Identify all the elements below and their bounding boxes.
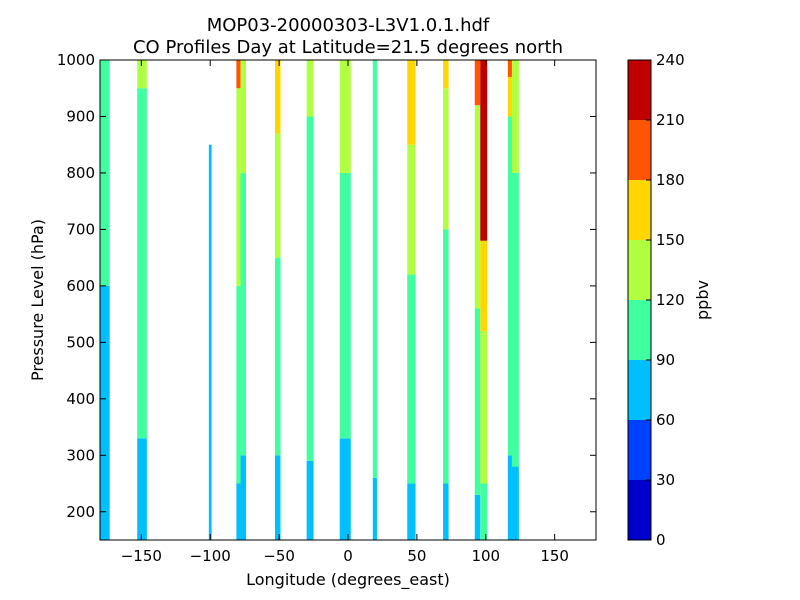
data-cell-11-1 <box>474 308 481 495</box>
colorbar-tick-label: 30 <box>656 471 675 489</box>
colorbar-swatch-3 <box>628 300 651 360</box>
x-tick-label: −50 <box>263 547 295 565</box>
data-cell-1-0 <box>137 438 147 540</box>
data-cell-7-0 <box>339 438 351 540</box>
data-cell-8-0 <box>372 477 377 540</box>
plot-frame <box>99 59 597 541</box>
data-cell-6-1 <box>306 116 314 461</box>
colorbar-swatch-4 <box>628 240 651 300</box>
y-tick-label: 200 <box>66 503 95 521</box>
colorbar-tick-label: 150 <box>656 231 685 249</box>
colorbar-swatch-0 <box>628 480 651 540</box>
data-cell-3-1 <box>236 285 241 484</box>
data-cell-13-3 <box>507 60 512 77</box>
data-cell-14-1 <box>511 172 519 467</box>
data-cell-12-2 <box>480 240 488 332</box>
data-cell-13-1 <box>507 116 512 456</box>
y-tick-label: 700 <box>66 220 95 238</box>
data-cell-0-0 <box>100 285 110 540</box>
colorbar-tick-label: 90 <box>656 351 675 369</box>
colorbar-tick-label: 210 <box>656 111 685 129</box>
data-cell-12-1 <box>480 331 488 484</box>
data-cell-9-3 <box>407 60 416 145</box>
data-cell-6-2 <box>306 60 314 117</box>
colorbar-swatch-5 <box>628 180 651 240</box>
y-tick-label: 600 <box>66 277 95 295</box>
data-cell-7-2 <box>339 60 351 173</box>
data-cell-5-3 <box>274 60 281 134</box>
data-cell-11-0 <box>474 494 481 540</box>
data-cell-10-2 <box>443 88 449 230</box>
y-axis-ticks: 200 300 400 500 600 700 800 900 1000 <box>57 51 596 521</box>
data-cell-5-0 <box>274 455 281 540</box>
data-cell-10-0 <box>443 483 449 540</box>
y-tick-label: 300 <box>66 446 95 464</box>
colorbar-tick-label: 120 <box>656 291 685 309</box>
colorbar-tick-label: 180 <box>656 171 685 189</box>
data-cell-10-3 <box>443 60 449 89</box>
y-tick-label: 400 <box>66 390 95 408</box>
colorbar-tick-label: 0 <box>656 531 666 549</box>
data-cell-11-3 <box>474 60 481 106</box>
data-cell-4-2 <box>240 60 247 173</box>
plot-area <box>100 60 519 541</box>
y-tick-label: 900 <box>66 107 95 125</box>
data-cell-1-2 <box>137 60 147 89</box>
x-tick-label: 50 <box>407 547 426 565</box>
data-cell-13-2 <box>507 76 512 117</box>
data-cell-6-0 <box>306 460 314 540</box>
data-cell-10-1 <box>443 229 449 484</box>
colorbar-tick-label: 60 <box>656 411 675 429</box>
chart-subtitle: CO Profiles Day at Latitude=21.5 degrees… <box>133 37 563 58</box>
data-cell-13-0 <box>507 455 512 540</box>
data-cell-12-3 <box>480 60 488 241</box>
data-cell-14-0 <box>511 466 519 540</box>
colorbar-label: ppbv <box>693 280 712 320</box>
x-axis-ticks: −150 −100 −50 0 50 100 150 <box>121 60 569 565</box>
y-tick-label: 800 <box>66 164 95 182</box>
data-cell-5-2 <box>274 133 281 258</box>
x-tick-label: −100 <box>190 547 231 565</box>
colorbar-tick-label: 240 <box>656 51 685 69</box>
x-axis-label: Longitude (degrees_east) <box>246 570 450 590</box>
x-tick-label: −150 <box>121 547 162 565</box>
data-cell-2-0 <box>208 144 212 541</box>
data-cell-4-0 <box>240 455 247 540</box>
colorbar-swatch-6 <box>628 120 651 180</box>
chart-title: MOP03-20000303-L3V1.0.1.hdf <box>207 15 490 36</box>
data-cell-4-1 <box>240 172 247 456</box>
data-cell-3-0 <box>236 483 241 540</box>
y-axis-label: Pressure Level (hPa) <box>28 219 47 381</box>
data-cell-7-1 <box>339 172 351 439</box>
colorbar-swatch-2 <box>628 360 651 420</box>
x-tick-label: 150 <box>540 547 569 565</box>
colorbar-swatch-7 <box>628 60 651 120</box>
data-cell-5-1 <box>274 257 281 456</box>
data-cell-3-3 <box>236 60 241 89</box>
x-tick-label: 0 <box>343 547 353 565</box>
data-cell-9-0 <box>407 483 416 540</box>
colorbar-swatch-1 <box>628 420 651 480</box>
data-cell-12-0 <box>480 483 488 540</box>
x-tick-label: 100 <box>471 547 500 565</box>
y-tick-label: 1000 <box>57 51 95 69</box>
data-cell-9-2 <box>407 144 416 275</box>
colorbar: 0 30 60 90 120 150 180 210 240 <box>627 51 685 549</box>
data-cell-11-2 <box>474 105 481 309</box>
data-cell-8-1 <box>372 60 377 478</box>
y-tick-label: 500 <box>66 333 95 351</box>
data-cell-9-1 <box>407 274 416 484</box>
data-cell-1-1 <box>137 88 147 439</box>
data-cell-14-2 <box>511 60 519 173</box>
data-cell-3-2 <box>236 88 241 286</box>
